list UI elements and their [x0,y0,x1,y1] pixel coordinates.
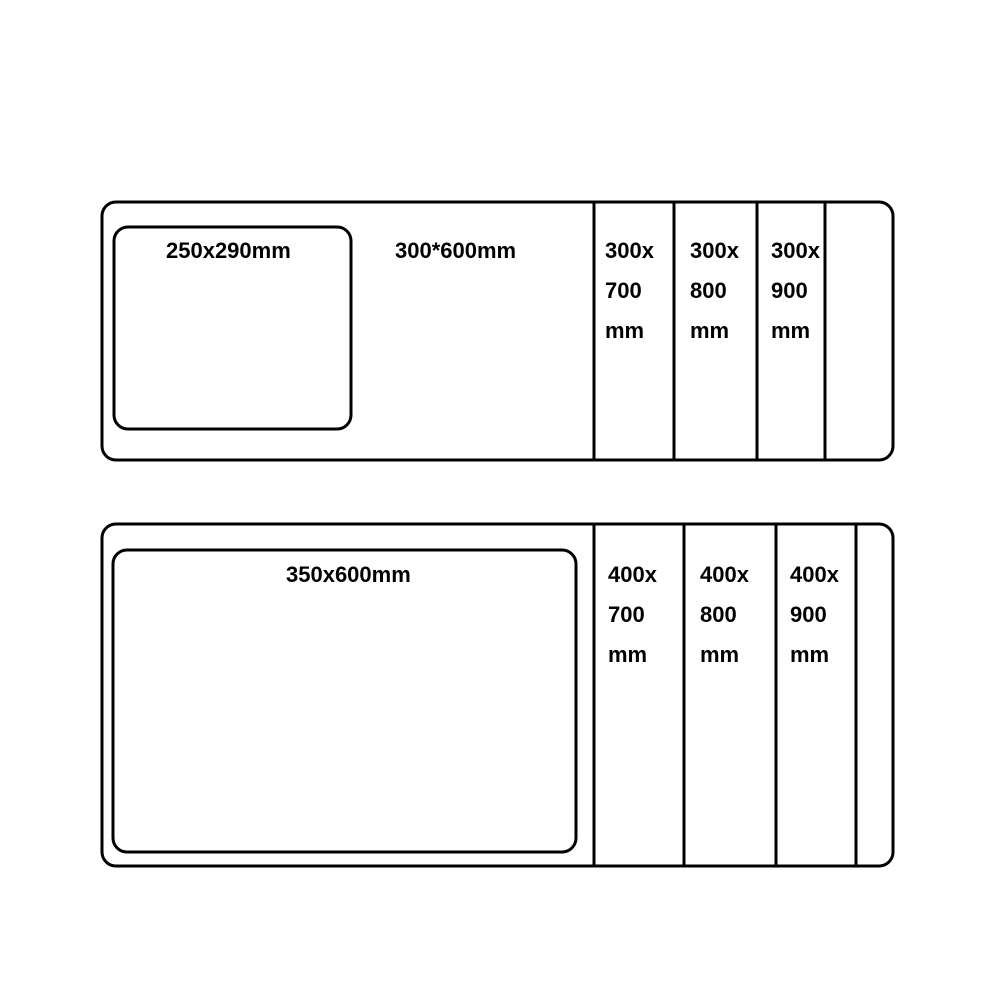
background [0,0,1000,1000]
size-diagram: 250x290mm300*600mm300x700mm300x800mm300x… [0,0,1000,1000]
box-350x600-label: 350x600mm [286,562,411,587]
box-300x600-label: 300*600mm [395,238,516,263]
box-250x290-label: 250x290mm [166,238,291,263]
